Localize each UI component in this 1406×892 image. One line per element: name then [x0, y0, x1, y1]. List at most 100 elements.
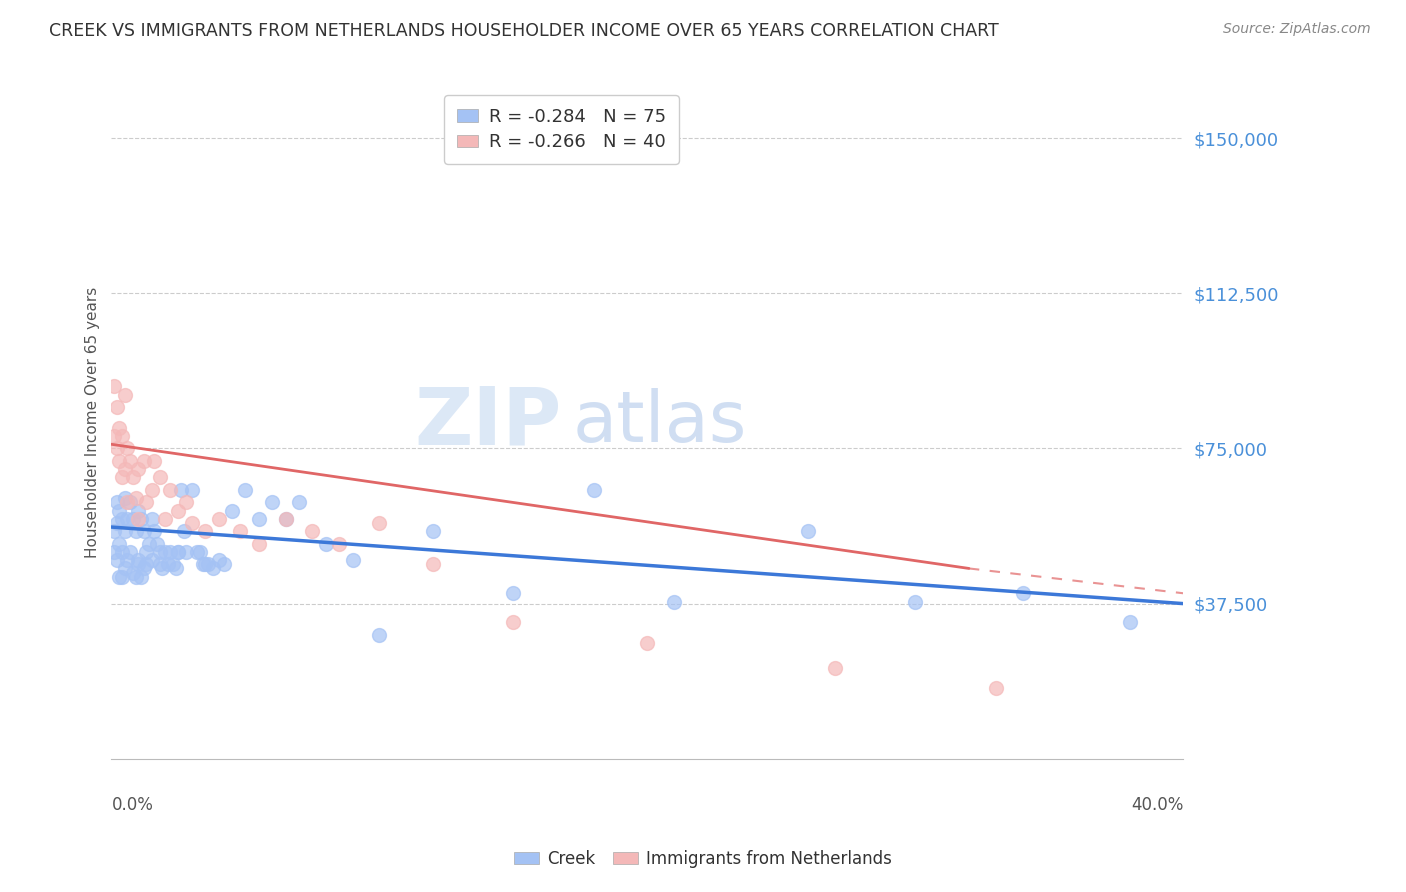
Point: [167, 503, 190, 517]
Point: [111, 470, 134, 484]
Text: CREEK VS IMMIGRANTS FROM NETHERLANDS HOUSEHOLDER INCOME OVER 65 YEARS CORRELATIO: CREEK VS IMMIGRANTS FROM NETHERLANDS HOU…: [49, 22, 998, 40]
Point: [108, 503, 131, 517]
Point: [180, 516, 202, 530]
Point: [121, 566, 143, 580]
Point: [103, 379, 125, 393]
Point: [108, 570, 131, 584]
Point: [135, 495, 157, 509]
Point: [146, 536, 169, 550]
Point: [132, 561, 155, 575]
Point: [202, 561, 225, 575]
Point: [114, 561, 136, 575]
Point: [121, 512, 143, 526]
Point: [120, 495, 142, 509]
Point: [229, 524, 252, 539]
Point: [105, 553, 128, 567]
Point: [368, 627, 391, 641]
Point: [342, 553, 364, 567]
Point: [984, 681, 1007, 696]
Point: [422, 558, 444, 572]
Point: [124, 524, 146, 539]
Point: [156, 558, 179, 572]
Point: [636, 636, 658, 650]
Point: [141, 512, 163, 526]
Point: [127, 503, 149, 517]
Legend: R = -0.284   N = 75, R = -0.266   N = 40: R = -0.284 N = 75, R = -0.266 N = 40: [444, 95, 679, 164]
Point: [582, 483, 605, 497]
Point: [149, 558, 172, 572]
Point: [502, 615, 524, 630]
Point: [162, 558, 184, 572]
Point: [274, 512, 297, 526]
Point: [120, 545, 142, 559]
Point: [124, 491, 146, 505]
Point: [114, 524, 136, 539]
Point: [176, 545, 198, 559]
Point: [301, 524, 323, 539]
Text: 40.0%: 40.0%: [1130, 796, 1184, 814]
Point: [135, 545, 157, 559]
Point: [422, 524, 444, 539]
Point: [127, 558, 149, 572]
Point: [149, 470, 172, 484]
Text: Source: ZipAtlas.com: Source: ZipAtlas.com: [1223, 22, 1371, 37]
Point: [1011, 586, 1033, 600]
Point: [176, 495, 198, 509]
Point: [108, 536, 131, 550]
Point: [114, 387, 136, 401]
Point: [207, 512, 229, 526]
Text: 0.0%: 0.0%: [111, 796, 153, 814]
Point: [127, 512, 149, 526]
Point: [824, 661, 846, 675]
Point: [165, 561, 187, 575]
Point: [117, 442, 139, 456]
Point: [159, 483, 181, 497]
Point: [127, 462, 149, 476]
Point: [111, 545, 134, 559]
Point: [197, 558, 219, 572]
Point: [186, 545, 208, 559]
Point: [108, 421, 131, 435]
Point: [212, 558, 235, 572]
Point: [141, 553, 163, 567]
Point: [124, 570, 146, 584]
Point: [173, 524, 195, 539]
Point: [135, 558, 157, 572]
Point: [121, 470, 143, 484]
Point: [153, 512, 176, 526]
Point: [129, 570, 152, 584]
Point: [153, 545, 176, 559]
Y-axis label: Householder Income Over 65 years: Householder Income Over 65 years: [86, 287, 100, 558]
Point: [315, 536, 337, 550]
Text: ZIP: ZIP: [415, 384, 561, 461]
Point: [368, 516, 391, 530]
Point: [117, 495, 139, 509]
Point: [108, 454, 131, 468]
Point: [150, 561, 173, 575]
Point: [188, 545, 211, 559]
Point: [105, 516, 128, 530]
Point: [149, 545, 172, 559]
Point: [105, 400, 128, 414]
Point: [105, 495, 128, 509]
Point: [221, 503, 243, 517]
Point: [120, 454, 142, 468]
Point: [111, 570, 134, 584]
Point: [167, 545, 190, 559]
Point: [103, 524, 125, 539]
Point: [105, 442, 128, 456]
Point: [103, 429, 125, 443]
Point: [111, 512, 134, 526]
Point: [117, 512, 139, 526]
Point: [194, 524, 217, 539]
Point: [247, 512, 270, 526]
Point: [207, 553, 229, 567]
Text: atlas: atlas: [572, 388, 747, 457]
Point: [143, 524, 166, 539]
Point: [180, 483, 202, 497]
Point: [288, 495, 311, 509]
Point: [159, 545, 181, 559]
Point: [103, 545, 125, 559]
Point: [904, 594, 927, 608]
Point: [797, 524, 820, 539]
